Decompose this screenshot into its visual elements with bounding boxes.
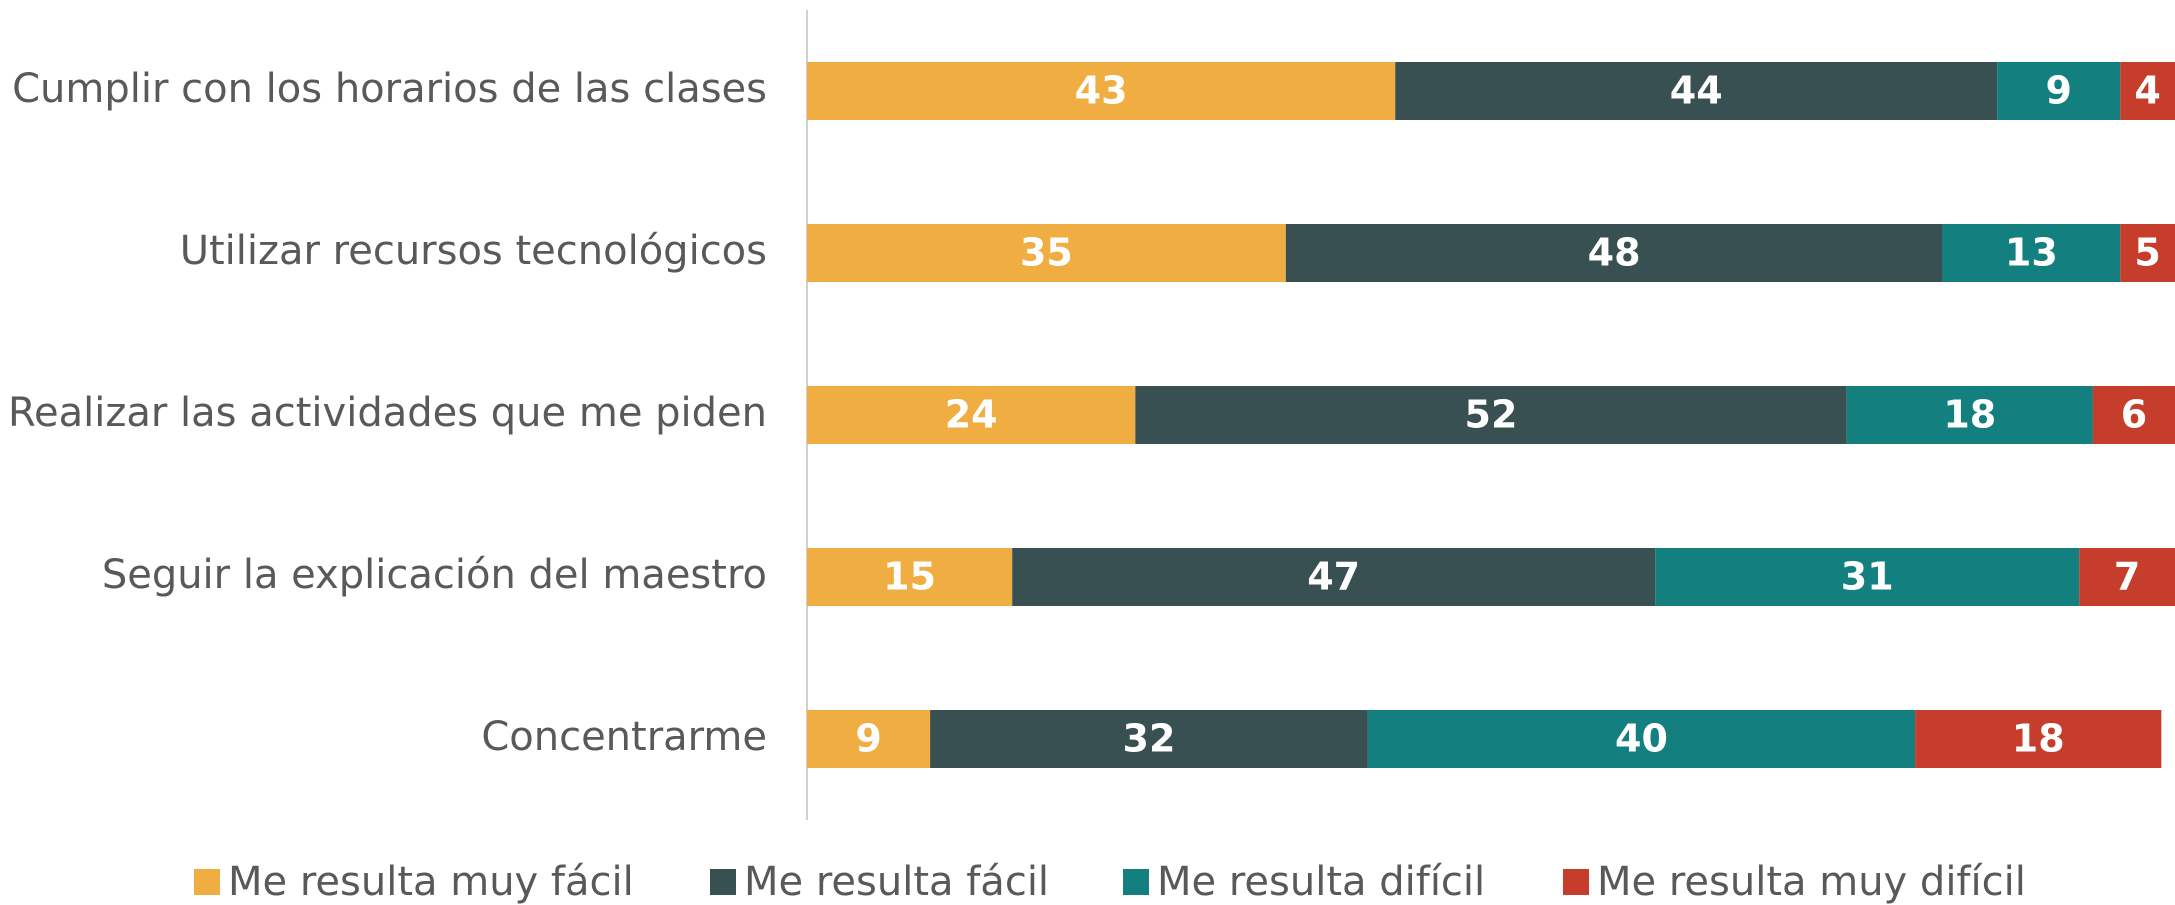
data-label: 48 bbox=[1588, 231, 1641, 275]
y-tick-label: Utilizar recursos tecnológicos bbox=[180, 228, 767, 274]
data-label: 15 bbox=[883, 555, 936, 599]
bar-segment bbox=[1012, 548, 1656, 606]
legend-label: Me resulta muy fácil bbox=[228, 859, 634, 905]
data-label: 6 bbox=[2121, 393, 2147, 437]
bar-segment bbox=[1997, 62, 2121, 120]
bar-segment bbox=[1285, 224, 1943, 282]
bar-segment bbox=[807, 548, 1013, 606]
y-tick-label: Cumplir con los horarios de las clases bbox=[12, 66, 767, 112]
legend-label: Me resulta fácil bbox=[744, 859, 1049, 905]
bar-segment bbox=[1846, 386, 2093, 444]
bar-segment bbox=[2092, 386, 2175, 444]
bar-segment bbox=[1395, 62, 1998, 120]
y-tick-label: Seguir la explicación del maestro bbox=[102, 552, 767, 598]
data-label: 44 bbox=[1670, 69, 1723, 113]
data-label: 24 bbox=[945, 393, 998, 437]
legend-swatch bbox=[710, 869, 736, 895]
data-label: 47 bbox=[1307, 555, 1360, 599]
data-label: 31 bbox=[1841, 555, 1894, 599]
legend-label: Me resulta muy difícil bbox=[1597, 859, 2026, 905]
bar-segment bbox=[1367, 710, 1916, 768]
bar-segment bbox=[2120, 224, 2175, 282]
data-label: 32 bbox=[1123, 717, 1176, 761]
data-label: 13 bbox=[2005, 231, 2058, 275]
bar-segment bbox=[930, 710, 1368, 768]
bar-segment bbox=[807, 62, 1396, 120]
y-tick-label: Concentrarme bbox=[481, 714, 767, 760]
bar-segment bbox=[2120, 62, 2175, 120]
bar-segment bbox=[1942, 224, 2121, 282]
data-label: 40 bbox=[1615, 717, 1668, 761]
bar-segment bbox=[1655, 548, 2080, 606]
legend-swatch bbox=[1123, 869, 1149, 895]
data-label: 5 bbox=[2134, 231, 2160, 275]
data-label: 35 bbox=[1020, 231, 1073, 275]
legend-swatch bbox=[194, 869, 220, 895]
data-label: 7 bbox=[2114, 555, 2140, 599]
data-label: 4 bbox=[2134, 69, 2160, 113]
bar-segment bbox=[807, 710, 931, 768]
bar-segment bbox=[1915, 710, 2162, 768]
legend-swatch bbox=[1563, 869, 1589, 895]
y-tick-label: Realizar las actividades que me piden bbox=[8, 390, 767, 436]
bar-segment bbox=[1135, 386, 1847, 444]
data-label: 18 bbox=[2012, 717, 2065, 761]
legend-label: Me resulta difícil bbox=[1157, 859, 1485, 905]
data-label: 9 bbox=[855, 717, 881, 761]
bar-segment bbox=[807, 386, 1136, 444]
data-label: 18 bbox=[1943, 393, 1996, 437]
data-label: 43 bbox=[1075, 69, 1128, 113]
bar-segment bbox=[807, 224, 1286, 282]
data-label: 52 bbox=[1465, 393, 1518, 437]
data-label: 9 bbox=[2045, 69, 2071, 113]
bar-segment bbox=[2079, 548, 2175, 606]
